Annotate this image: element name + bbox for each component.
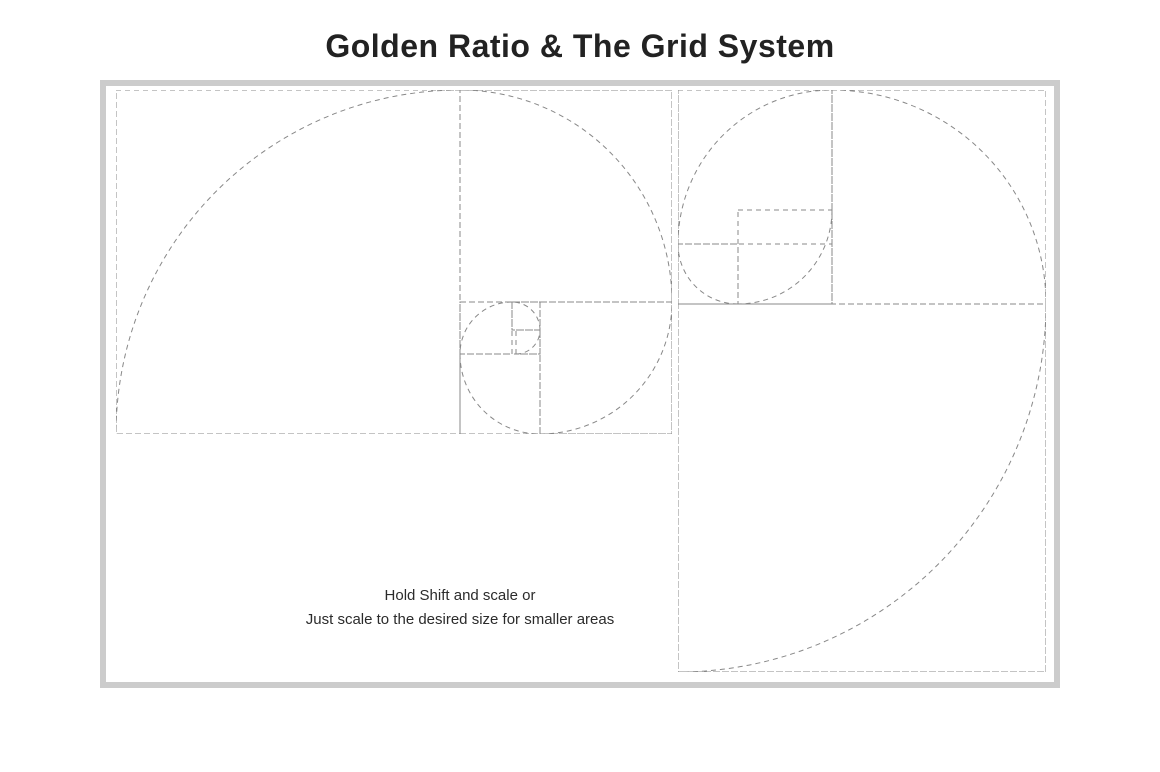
- canvas-frame: Hold Shift and scale or Just scale to th…: [100, 80, 1060, 688]
- large-golden-spiral: [678, 90, 1046, 672]
- small-golden-spiral: [116, 90, 672, 434]
- page-title: Golden Ratio & The Grid System: [0, 0, 1160, 65]
- instruction-caption: Hold Shift and scale or Just scale to th…: [290, 584, 630, 632]
- caption-line-2: Just scale to the desired size for small…: [290, 608, 630, 632]
- caption-line-1: Hold Shift and scale or: [290, 584, 630, 608]
